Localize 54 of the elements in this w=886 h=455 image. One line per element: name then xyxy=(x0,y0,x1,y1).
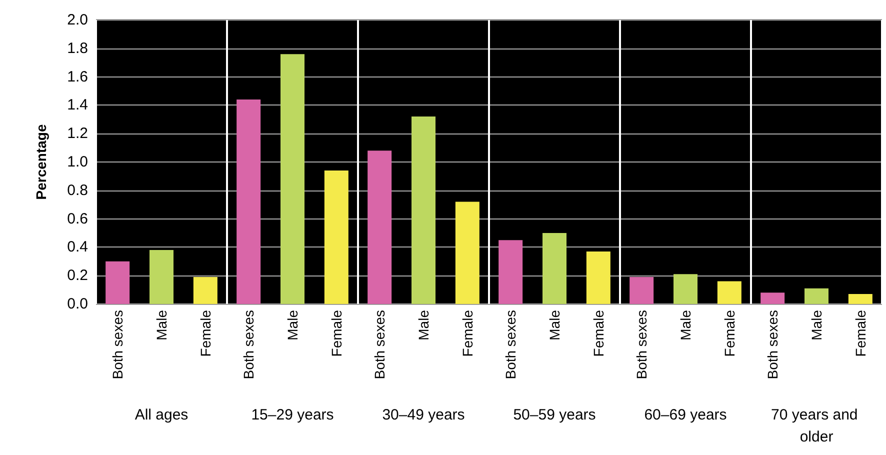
text: Male xyxy=(808,310,824,340)
bar xyxy=(150,250,174,304)
bar xyxy=(280,54,304,304)
bar xyxy=(498,240,523,304)
y-tick-label: 0.8 xyxy=(67,182,88,199)
x-tick-label: 70 years and older xyxy=(771,406,862,446)
bar xyxy=(630,277,654,304)
bar xyxy=(674,274,698,304)
text: Female xyxy=(328,310,344,357)
y-tick-label: 1.4 xyxy=(67,96,88,114)
text: Female xyxy=(852,310,868,357)
bar xyxy=(193,277,218,304)
bar xyxy=(717,281,742,304)
y-tick-label: 1.8 xyxy=(67,40,88,57)
y-tick-label: 1.6 xyxy=(67,68,88,86)
text: Male xyxy=(678,310,694,340)
y-tick-label: 1.2 xyxy=(67,125,88,142)
text: Female xyxy=(590,310,606,357)
text: Male xyxy=(546,310,562,340)
text: Female xyxy=(197,310,214,357)
bar xyxy=(368,150,392,304)
y-tick-label: 0.6 xyxy=(67,210,88,228)
text: Both sexes xyxy=(634,310,650,380)
bar xyxy=(455,202,480,304)
text: Male xyxy=(416,310,432,340)
bar xyxy=(542,233,566,304)
bar xyxy=(236,100,261,304)
x-tick-label: 50–59 years xyxy=(513,406,596,424)
x-tick-label: 60–69 years xyxy=(644,406,727,424)
text: Both sexes xyxy=(502,310,519,380)
bar xyxy=(412,116,436,304)
x-tick-label: 15–29 years xyxy=(251,406,334,424)
text: Both sexes xyxy=(372,310,388,380)
text: Female xyxy=(459,310,476,357)
x-tick-label: All ages xyxy=(134,406,188,424)
bar xyxy=(848,294,872,304)
text: Both sexes xyxy=(240,310,257,380)
x-tick-label: 30–49 years xyxy=(382,406,465,424)
bar xyxy=(324,170,348,304)
bar xyxy=(804,288,828,304)
text: Both sexes xyxy=(764,310,781,380)
text: Male xyxy=(154,310,170,340)
y-tick-label: 0.2 xyxy=(67,267,88,284)
bar xyxy=(586,251,610,304)
text: Both sexes xyxy=(110,310,126,380)
bar xyxy=(106,261,130,304)
y-axis-title: Percentage xyxy=(33,124,49,200)
y-tick-label: 2.0 xyxy=(67,12,88,28)
text: Female xyxy=(721,310,738,357)
y-tick-label: 0.4 xyxy=(67,238,88,256)
y-tick-label: 1.0 xyxy=(67,154,88,170)
bar xyxy=(760,292,785,304)
y-tick-label: 0.0 xyxy=(67,296,88,312)
text: Male xyxy=(284,310,300,340)
